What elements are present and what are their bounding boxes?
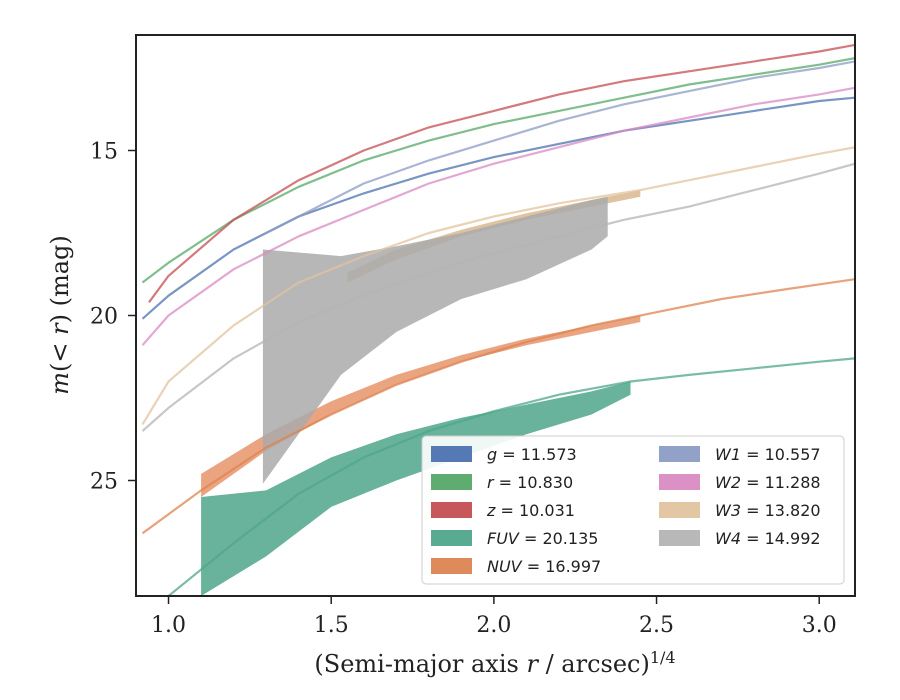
legend-label-r: r = 10.830 bbox=[487, 473, 573, 492]
series-line-z bbox=[148, 43, 855, 303]
x-tick-label: 2.0 bbox=[476, 613, 511, 638]
x-tick-label: 1.0 bbox=[151, 613, 186, 638]
x-tick-label: 1.5 bbox=[314, 613, 349, 638]
series-line-fuv bbox=[167, 357, 855, 596]
x-axis: 1.0 1.5 2.0 2.5 3.0 bbox=[151, 596, 837, 638]
legend: g = 11.573 r = 10.830 z = 10.031 FUV = 20.1… bbox=[421, 435, 845, 585]
legend-swatch-w3 bbox=[659, 502, 700, 518]
legend-label-nuv: NUV = 16.997 bbox=[487, 557, 601, 576]
y-tick-label: 15 bbox=[90, 140, 118, 165]
legend-label-z: z = 10.031 bbox=[486, 501, 575, 520]
legend-swatch-r bbox=[431, 474, 472, 490]
legend-box bbox=[421, 435, 845, 585]
series-line-w1 bbox=[265, 60, 855, 234]
series-line-g bbox=[141, 96, 855, 320]
legend-swatch-w4 bbox=[659, 530, 700, 546]
legend-label-w3: W3 = 13.820 bbox=[715, 501, 821, 520]
series-line-nuv bbox=[141, 278, 855, 535]
legend-swatch-nuv bbox=[431, 558, 472, 574]
curves bbox=[141, 43, 855, 596]
legend-swatch-g bbox=[431, 446, 472, 462]
y-tick-label: 20 bbox=[90, 305, 118, 330]
legend-swatch-z bbox=[431, 502, 472, 518]
y-tick-label: 25 bbox=[90, 470, 118, 495]
series-line-w3 bbox=[141, 146, 855, 425]
series-line-w2 bbox=[141, 86, 855, 346]
legend-label-g: g = 11.573 bbox=[487, 445, 577, 464]
x-tick-label: 2.5 bbox=[639, 613, 674, 638]
bands bbox=[201, 190, 641, 596]
series-line-w4 bbox=[141, 162, 855, 432]
y-axis-label: m(< r) (mag) bbox=[46, 235, 74, 395]
legend-swatch-w2 bbox=[659, 474, 700, 490]
legend-swatch-w1 bbox=[659, 446, 700, 462]
legend-label-fuv: FUV = 20.135 bbox=[487, 529, 598, 548]
band-w3-band bbox=[347, 190, 641, 283]
legend-label-w4: W4 = 14.992 bbox=[715, 529, 821, 548]
x-axis-label: (Semi-major axis r / arcsec)1/4 bbox=[314, 648, 675, 678]
y-axis: 15 20 25 bbox=[90, 140, 136, 495]
legend-swatch-fuv bbox=[431, 530, 472, 546]
legend-label-w2: W2 = 11.288 bbox=[715, 473, 821, 492]
legend-label-w1: W1 = 10.557 bbox=[715, 445, 821, 464]
x-tick-label: 3.0 bbox=[802, 613, 837, 638]
band-w4-band bbox=[262, 196, 608, 484]
band-fuv-band bbox=[201, 381, 631, 596]
